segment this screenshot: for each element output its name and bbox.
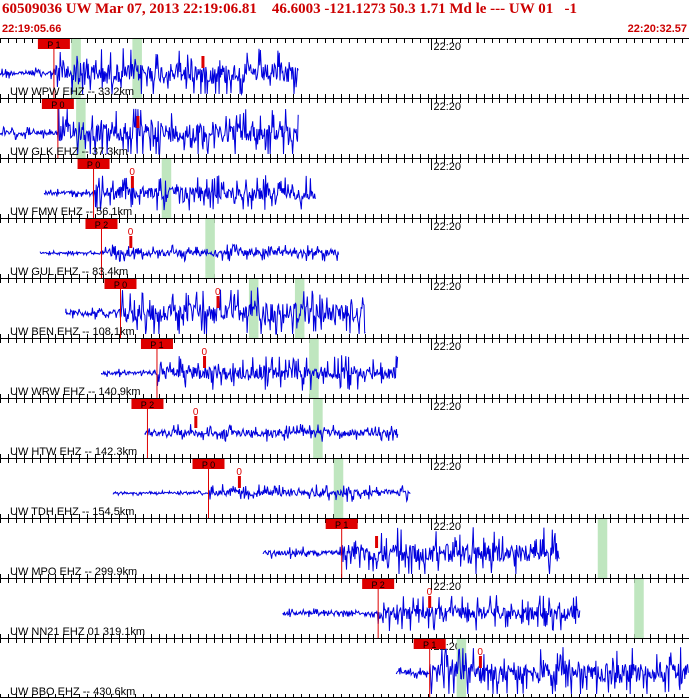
coda-marker	[375, 536, 379, 548]
p-pick-flag	[325, 519, 358, 529]
p-pick-label: P 0	[202, 460, 215, 470]
coda-marker-label: 0	[193, 407, 199, 418]
p-pick-flag	[37, 39, 70, 49]
coda-marker	[130, 176, 134, 188]
coda-marker-label: 0	[477, 647, 483, 658]
seismic-trace	[144, 424, 399, 442]
p-pick-flag	[85, 219, 118, 229]
p-pick-label: P 0	[51, 100, 64, 110]
p-pick-label: P 2	[141, 400, 154, 410]
station-label: UW MPO EHZ -- 299.9km	[10, 566, 137, 578]
p-pick-label: P 1	[150, 340, 163, 350]
minute-marker-label: 22:20	[434, 341, 462, 353]
coda-marker	[194, 416, 198, 428]
station-label: UW BBO EHZ -- 430.6km	[10, 686, 135, 698]
p-pick-label: P 1	[423, 640, 436, 650]
minute-marker-label: 22:20	[434, 521, 462, 533]
p-pick-label: P 1	[335, 520, 348, 530]
analysis-window	[634, 579, 644, 638]
coda-marker	[216, 296, 220, 308]
seismic-trace	[101, 355, 399, 391]
p-pick-label: P 0	[114, 280, 127, 290]
p-pick-flag	[104, 279, 137, 289]
p-pick-flag	[140, 339, 173, 349]
p-pick-label: P 2	[371, 580, 384, 590]
seismic-trace	[0, 48, 299, 96]
station-label: UW HTW EHZ -- 142.3km	[10, 446, 137, 458]
analysis-window	[205, 219, 215, 278]
p-pick-label: P 1	[47, 40, 60, 50]
coda-marker-label: 0	[236, 467, 242, 478]
p-pick-label: P 0	[87, 160, 100, 170]
station-label: UW NN21 EHZ 01 319.1km	[10, 626, 145, 638]
station-label: UW GUL EHZ -- 83.4km	[10, 266, 128, 278]
coda-marker	[203, 356, 207, 368]
seismic-trace	[112, 484, 411, 504]
seismic-trace	[39, 243, 340, 263]
minute-marker-label: 22:20	[434, 461, 462, 473]
p-pick-flag	[362, 579, 395, 589]
station-label: UW WRW EHZ -- 140.9km	[10, 386, 141, 398]
coda-marker	[428, 596, 432, 608]
analysis-window	[456, 639, 467, 698]
seismic-trace	[43, 175, 316, 211]
coda-marker-label: 0	[129, 167, 135, 178]
station-label: UW BEN EHZ -- 108.1km	[10, 326, 135, 338]
p-pick-flag	[77, 159, 110, 169]
analysis-window	[294, 279, 305, 338]
station-label: UW FMW EHZ -- 56.1km	[10, 206, 132, 218]
minute-marker-label: 22:20	[434, 101, 462, 113]
seismic-trace	[262, 527, 560, 575]
analysis-window	[597, 519, 608, 578]
analysis-window	[76, 99, 86, 158]
p-pick-flag	[131, 399, 164, 409]
minute-marker-label: 22:20	[434, 161, 462, 173]
seismic-trace	[282, 595, 581, 632]
start-time-label: 22:19:05.66	[2, 23, 62, 35]
p-pick-flag	[413, 639, 446, 649]
minute-marker-label: 22:20	[434, 581, 462, 593]
header: 60509036 UW Mar 07, 2013 22:19:06.81 46.…	[0, 0, 689, 38]
coda-marker	[201, 56, 205, 68]
minute-marker-label: 22:20	[434, 401, 462, 413]
seismogram-plot: 22:20 P 1 UW WPW EHZ -- 33.2km 22:20 P 0 UW G…	[0, 38, 689, 698]
seismic-trace	[395, 647, 689, 695]
analysis-window	[161, 159, 172, 218]
coda-marker-label: 0	[427, 587, 433, 598]
p-pick-flag	[41, 99, 74, 109]
seismic-trace	[65, 287, 366, 335]
end-time-label: 22:20:32.57	[627, 23, 687, 35]
minute-marker-label: 22:20	[434, 41, 462, 53]
coda-marker-label: 0	[128, 227, 134, 238]
minute-marker-label: 22:20	[434, 221, 462, 233]
coda-marker	[129, 236, 133, 248]
event-title: 60509036 UW Mar 07, 2013 22:19:06.81 46.…	[2, 1, 577, 17]
minute-marker-label: 22:20	[434, 281, 462, 293]
coda-marker-label: 0	[202, 347, 208, 358]
coda-marker	[237, 476, 241, 488]
station-label: UW WPW EHZ -- 33.2km	[10, 86, 134, 98]
analysis-window	[309, 339, 319, 398]
station-label: UW GLK EHZ -- 37.3km	[10, 146, 128, 158]
coda-marker-label: 0	[215, 287, 221, 298]
p-pick-label: P 2	[95, 220, 108, 230]
coda-marker	[478, 656, 482, 668]
station-label: UW TDH EHZ -- 154.5km	[10, 506, 134, 518]
analysis-window	[333, 459, 344, 518]
seismic-trace	[0, 108, 299, 155]
p-pick-flag	[192, 459, 225, 469]
coda-marker	[136, 116, 140, 128]
